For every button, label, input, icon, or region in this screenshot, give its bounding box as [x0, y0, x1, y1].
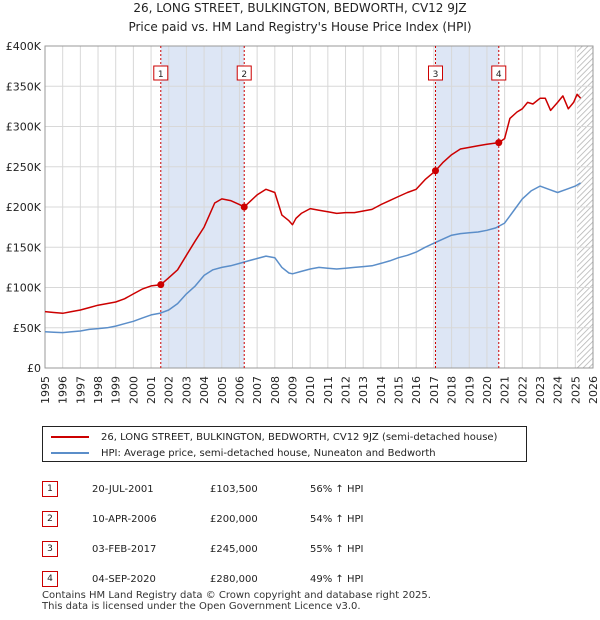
- marker-label: 1: [158, 70, 164, 80]
- price-paid-line: [44, 93, 582, 315]
- sale-pct: 54% ↑ HPI: [310, 513, 364, 525]
- footer: Contains HM Land Registry data © Crown c…: [42, 590, 431, 612]
- x-axis-ticks: 1995 1996 1997 1998 1999 2000 2001 2002 2003 2004…: [39, 376, 600, 404]
- x-tick-label: 2006: [233, 376, 246, 404]
- x-tick-label: 2026: [587, 376, 600, 404]
- sale-price: £103,500: [210, 483, 258, 495]
- sale-number: 4: [42, 571, 58, 587]
- table-row: 4 04-SEP-2020 £280,000 49% ↑ HPI: [42, 564, 363, 594]
- y-tick-label: £200K: [6, 201, 42, 214]
- sale-date: 04-SEP-2020: [92, 573, 156, 585]
- x-tick-label: 2016: [410, 376, 423, 404]
- table-row: 1 20-JUL-2001 £103,500 56% ↑ HPI: [42, 474, 363, 504]
- x-tick-label: 1995: [39, 376, 52, 404]
- marker-label: 2: [241, 70, 247, 80]
- sale-date: 20-JUL-2001: [92, 483, 154, 495]
- x-tick-label: 2017: [428, 376, 441, 404]
- hpi-line: [44, 182, 581, 334]
- legend-price-label: 26, LONG STREET, BULKINGTON, BEDWORTH, C…: [101, 431, 498, 443]
- x-tick-label: 2014: [375, 376, 388, 404]
- y-tick-label: £150K: [6, 241, 42, 254]
- x-tick-label: 2020: [481, 376, 494, 404]
- x-tick-label: 2000: [127, 376, 140, 404]
- table-row: 2 10-APR-2006 £200,000 54% ↑ HPI: [42, 504, 363, 534]
- sale-price: £280,000: [210, 573, 258, 585]
- sale-number: 1: [42, 481, 58, 497]
- x-tick-label: 2013: [357, 376, 370, 404]
- series-lines: [44, 93, 582, 334]
- x-tick-label: 2003: [180, 376, 193, 404]
- x-tick-label: 2010: [304, 376, 317, 404]
- legend-hpi-label: HPI: Average price, semi-detached house,…: [101, 447, 436, 459]
- y-tick-label: £50K: [13, 322, 42, 335]
- legend-item-hpi: HPI: Average price, semi-detached house,…: [51, 445, 436, 461]
- marker-label: 4: [496, 70, 502, 80]
- x-tick-label: 1999: [110, 376, 123, 404]
- table-row: 3 03-FEB-2017 £245,000 55% ↑ HPI: [42, 534, 363, 564]
- sale-price: £245,000: [210, 543, 258, 555]
- y-tick-label: £400K: [6, 40, 42, 53]
- sales-table: 1 20-JUL-2001 £103,500 56% ↑ HPI 2 10-AP…: [42, 474, 363, 594]
- legend-item-price: 26, LONG STREET, BULKINGTON, BEDWORTH, C…: [51, 429, 497, 445]
- marker-label-box: [153, 65, 169, 81]
- chart-subtitle: Price paid vs. HM Land Registry's House …: [128, 20, 471, 34]
- y-axis-ticks: £0 £50K £100K £150K £200K £250K £300K £350K £400…: [6, 40, 42, 375]
- marker-label: 3: [433, 70, 439, 80]
- x-tick-label: 2008: [269, 376, 282, 404]
- plot-frame: [44, 45, 594, 369]
- x-tick-label: 2007: [251, 376, 264, 404]
- x-tick-label: 1996: [57, 376, 70, 404]
- x-tick-label: 2018: [446, 376, 459, 404]
- sale-point: [240, 203, 248, 211]
- grid-lines: [44, 45, 594, 369]
- y-tick-label: £250K: [6, 161, 42, 174]
- price-swatch: [51, 436, 89, 438]
- sale-point: [495, 139, 503, 147]
- y-tick-label: £300K: [6, 121, 42, 134]
- x-tick-label: 2005: [216, 376, 229, 404]
- x-tick-label: 2015: [393, 376, 406, 404]
- legend: 26, LONG STREET, BULKINGTON, BEDWORTH, C…: [42, 426, 527, 462]
- sale-number: 3: [42, 541, 58, 557]
- x-tick-label: 2004: [198, 376, 211, 404]
- x-tick-label: 2009: [286, 376, 299, 404]
- sale-date: 03-FEB-2017: [92, 543, 157, 555]
- x-tick-label: 2001: [145, 376, 158, 404]
- x-tick-label: 2023: [534, 376, 547, 404]
- chart-title: 26, LONG STREET, BULKINGTON, BEDWORTH, C…: [133, 1, 466, 15]
- x-tick-label: 2012: [340, 376, 353, 404]
- sale-markers: 1 2 3 4: [153, 46, 507, 368]
- x-tick-label: 2024: [552, 376, 565, 404]
- x-tick-label: 2025: [569, 376, 582, 404]
- y-tick-label: £0: [27, 362, 41, 375]
- sale-pct: 49% ↑ HPI: [310, 573, 364, 585]
- x-tick-label: 1997: [74, 376, 87, 404]
- footer-line-1: Contains HM Land Registry data © Crown c…: [42, 590, 431, 601]
- x-tick-label: 2021: [499, 376, 512, 404]
- x-tick-label: 2011: [322, 376, 335, 404]
- hpi-swatch: [51, 452, 89, 454]
- sale-point: [431, 167, 439, 175]
- sale-number: 2: [42, 511, 58, 527]
- y-tick-label: £350K: [6, 80, 42, 93]
- price-chart: 26, LONG STREET, BULKINGTON, BEDWORTH, C…: [6, 1, 600, 404]
- sale-pct: 55% ↑ HPI: [310, 543, 364, 555]
- sale-pct: 56% ↑ HPI: [310, 483, 364, 495]
- marker-label-box: [236, 65, 252, 81]
- x-tick-label: 2019: [463, 376, 476, 404]
- sale-price: £200,000: [210, 513, 258, 525]
- x-tick-label: 1998: [92, 376, 105, 404]
- sale-point: [157, 281, 165, 289]
- sale-date: 10-APR-2006: [92, 513, 157, 525]
- x-tick-label: 2022: [516, 376, 529, 404]
- y-tick-label: £100K: [6, 282, 42, 295]
- footer-line-2: This data is licensed under the Open Gov…: [42, 601, 361, 612]
- marker-label-box: [491, 65, 507, 81]
- marker-label-box: [427, 65, 443, 81]
- x-tick-label: 2002: [163, 376, 176, 404]
